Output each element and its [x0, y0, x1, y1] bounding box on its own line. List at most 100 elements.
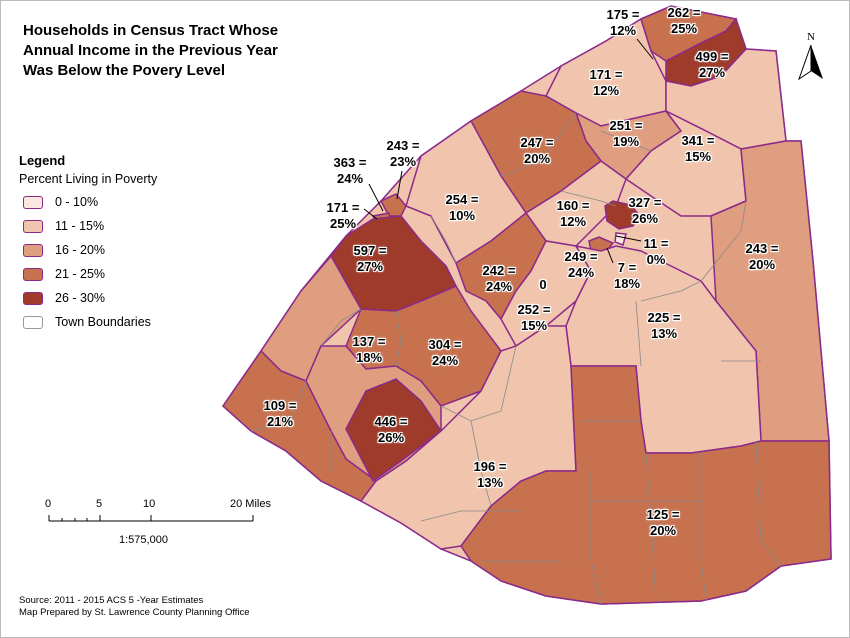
tract-label: 243 = 20%	[746, 241, 779, 273]
tract-count: 109 =	[263, 398, 297, 413]
tract-count: 171 =	[589, 67, 623, 82]
tract-count: 341 =	[681, 133, 715, 148]
tract-percent: 0%	[646, 252, 666, 267]
tract-label: 254 = 10%	[446, 192, 479, 224]
tract-count: 247 =	[520, 135, 554, 150]
title-line: Was Below the Povery Level	[23, 62, 226, 79]
tract-count: 327 =	[628, 195, 662, 210]
tract-count: 446 =	[374, 414, 408, 429]
tract-count: 137 =	[352, 334, 386, 349]
tract-count: 196 =	[473, 459, 507, 474]
tract-label: 499 = 27%	[696, 49, 729, 81]
legend-item: Town Boundaries	[19, 310, 157, 334]
tract-percent: 12%	[592, 83, 620, 98]
tract-count: 171 =	[326, 200, 360, 215]
tract-label: 175 = 12%	[607, 7, 640, 39]
tract-shape	[460, 365, 832, 605]
tract-count: 252 =	[517, 302, 551, 317]
tract-percent: 13%	[476, 475, 504, 490]
tract-percent: 18%	[355, 350, 383, 365]
tract-count: 225 =	[647, 310, 681, 325]
scale-tick-label: 0	[45, 498, 52, 510]
tract-count: 125 =	[646, 507, 680, 522]
title-line: Annual Income in the Previous Year	[23, 42, 278, 59]
tract-count: 7 =	[617, 260, 637, 275]
legend-label: 16 - 20%	[55, 243, 106, 257]
tract-label: 11 = 0%	[644, 236, 669, 268]
tract-percent: 27%	[698, 65, 726, 80]
tract-shape	[345, 378, 443, 483]
town-boundaries	[250, 112, 782, 605]
tract-count: 11 =	[643, 236, 669, 251]
tract-label: 243 = 23%	[387, 138, 420, 170]
legend-swatch	[23, 195, 43, 209]
source-line: Source: 2011 - 2015 ACS 5 -Year Estimate…	[19, 595, 204, 606]
north-label: N	[807, 31, 815, 43]
legend-item: 0 - 10%	[19, 190, 157, 214]
tract-percent: 26%	[377, 430, 405, 445]
legend-item: 26 - 30%	[19, 286, 157, 310]
tract-percent: 24%	[431, 353, 459, 368]
tract-percent: 24%	[485, 279, 513, 294]
tract-label: 137 = 18%	[353, 334, 386, 366]
scale-tick-label: 10	[143, 498, 156, 510]
source-line: Map Prepared by St. Lawrence County Plan…	[19, 607, 250, 618]
tract-count: 499 =	[695, 49, 729, 64]
legend-label: 21 - 25%	[55, 267, 106, 281]
tract-percent: 25%	[329, 216, 357, 231]
tract-label: 249 = 24%	[565, 249, 598, 281]
tract-percent: 12%	[609, 23, 637, 38]
tract-percent: 21%	[266, 414, 294, 429]
legend-subheading: Percent Living in Poverty	[19, 172, 158, 186]
tract-label: 225 = 13%	[648, 310, 681, 342]
tract-label: 247 = 20%	[521, 135, 554, 167]
legend-heading: Legend	[19, 153, 66, 168]
tract-percent: 24%	[567, 265, 595, 280]
tract-count: 262 =	[667, 5, 701, 20]
tract-count: 249 =	[564, 249, 598, 264]
tract-count: 597 =	[353, 243, 387, 258]
tract-label: 363 = 24%	[334, 155, 367, 187]
scale-tick-label: 5	[96, 498, 103, 510]
tract-label: 597 = 27%	[354, 243, 387, 275]
tract-count: 304 =	[428, 337, 462, 352]
legend-swatch	[23, 267, 43, 281]
tract-percent: 26%	[631, 211, 659, 226]
legend-item: 16 - 20%	[19, 238, 157, 262]
legend: Legend Percent Living in Poverty 0 - 10%…	[19, 153, 157, 334]
tract-label: 341 = 15%	[682, 133, 715, 165]
tract-count: 160 =	[556, 198, 590, 213]
tract-label: 242 = 24%	[483, 263, 516, 295]
north-arrow: N	[796, 31, 826, 83]
leader-lines	[363, 38, 654, 264]
source-note: Source: 2011 - 2015 ACS 5 -Year Estimate…	[19, 595, 250, 619]
scale-ratio: 1:575,000	[119, 534, 168, 546]
tract-label: 446 = 26%	[375, 414, 408, 446]
tract-label: 0	[539, 277, 546, 293]
tract-label: 196 = 13%	[474, 459, 507, 491]
legend-label: 11 - 15%	[55, 219, 105, 233]
legend-swatch	[23, 219, 43, 233]
tract-percent: 20%	[649, 523, 677, 538]
tract-percent: 13%	[650, 326, 678, 341]
tract-count: 251 =	[609, 118, 643, 133]
tract-percent: 25%	[670, 21, 698, 36]
scale-bar	[48, 515, 254, 522]
tract-percent: 27%	[356, 259, 384, 274]
map-title: Households in Census Tract Whose Annual …	[23, 21, 278, 81]
tract-percent: 20%	[523, 151, 551, 166]
legend-swatch	[23, 243, 43, 257]
legend-label: 0 - 10%	[55, 195, 99, 209]
legend-item: 11 - 15%	[19, 214, 157, 238]
tract-count: 0	[539, 277, 547, 292]
tract-count: 243 =	[745, 241, 779, 256]
legend-swatch	[23, 291, 43, 305]
legend-label: 26 - 30%	[55, 291, 106, 305]
legend-item: 21 - 25%	[19, 262, 157, 286]
tract-percent: 15%	[684, 149, 712, 164]
tract-count: 363 =	[333, 155, 367, 170]
legend-label: Town Boundaries	[55, 315, 151, 329]
tract-count: 243 =	[386, 138, 420, 153]
